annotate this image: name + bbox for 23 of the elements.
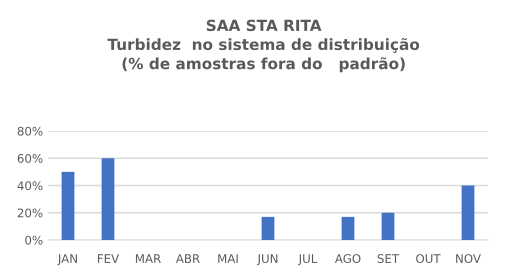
x-tick-label: MAI	[218, 254, 238, 263]
chart-title: SAA STA RITA Turbidez no sistema de distribuição (% de amostras fora do padrão)	[108, 20, 420, 72]
bar	[62, 172, 74, 240]
x-tick-label: SET	[378, 254, 400, 264]
x-tick-label: OUT	[416, 254, 441, 264]
x-tick-label: FEV	[98, 254, 120, 263]
bar	[462, 186, 474, 240]
y-tick-label: 0%	[25, 236, 42, 245]
x-tick-label: JUN	[256, 254, 278, 266]
x-tick-label: MAR	[136, 254, 161, 263]
y-tick-label: 60%	[18, 154, 42, 163]
y-tick-label: 20%	[18, 208, 42, 218]
y-tick-label: 80%	[18, 126, 42, 136]
x-tick-label: ABR	[176, 254, 200, 263]
x-tick-label: AGO	[334, 254, 360, 264]
x-tick-label: JUL	[298, 254, 318, 266]
x-tick-label: NOV	[456, 254, 481, 264]
x-tick-label: JAN	[57, 254, 77, 266]
bar	[342, 216, 354, 240]
bar	[382, 212, 394, 240]
y-tick-label: 40%	[17, 181, 42, 190]
bar	[262, 216, 274, 240]
bar	[102, 158, 114, 240]
